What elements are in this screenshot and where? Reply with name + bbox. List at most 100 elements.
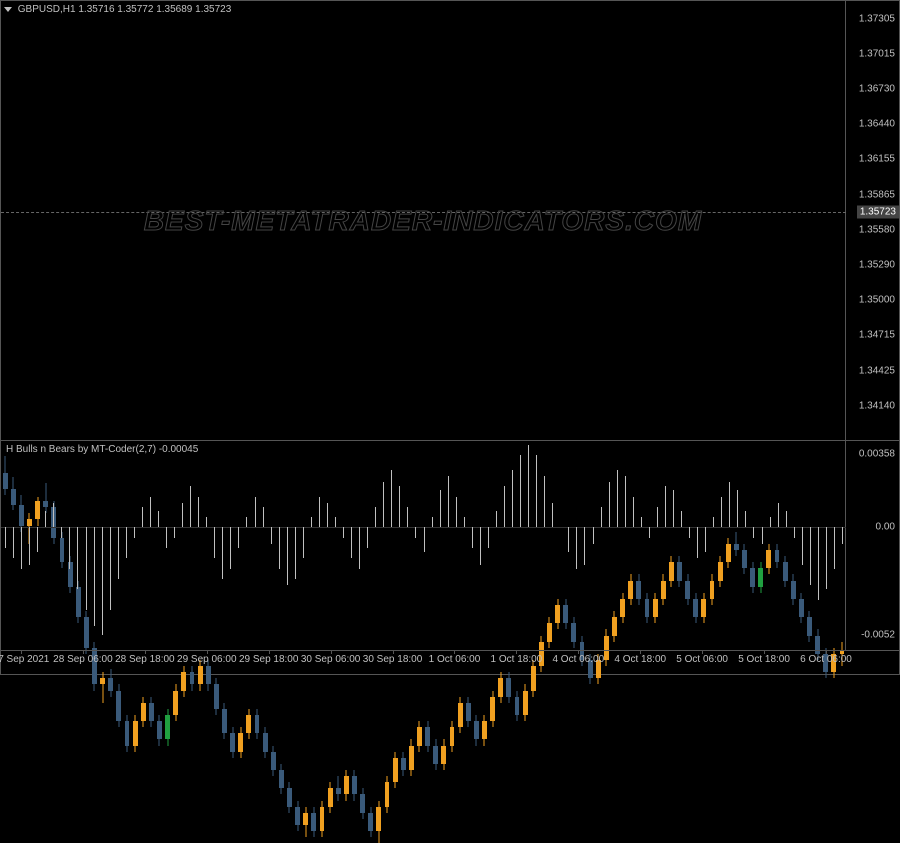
histogram-bar (174, 527, 175, 537)
indicator-scale[interactable]: 0.00358 0.00 -0.0052 (845, 441, 899, 651)
time-tick: 5 Oct 06:00 (676, 654, 728, 665)
histogram-bar (335, 517, 336, 527)
histogram-bar (456, 497, 457, 528)
time-scale[interactable]: 27 Sep 202128 Sep 06:0028 Sep 18:0029 Se… (1, 650, 900, 674)
histogram-bar (359, 527, 360, 568)
histogram-bar (488, 527, 489, 548)
histogram-bar (158, 511, 159, 527)
histogram-bar (415, 527, 416, 537)
histogram-bar (737, 490, 738, 527)
histogram-bar (391, 470, 392, 528)
histogram-bar (528, 445, 529, 527)
histogram-bar (399, 486, 400, 527)
current-price-line (1, 212, 846, 213)
histogram-bar (657, 507, 658, 528)
histogram-bar (37, 527, 38, 552)
price-chart[interactable]: GBPUSD,H1 1.35716 1.35772 1.35689 1.3572… (1, 1, 846, 441)
histogram-bar (77, 527, 78, 589)
histogram-bar (407, 507, 408, 528)
histogram-bar (134, 527, 135, 537)
histogram-bar (705, 527, 706, 552)
histogram-bar (786, 511, 787, 527)
time-tick: 28 Sep 18:00 (115, 654, 175, 665)
histogram-bar (142, 507, 143, 528)
histogram-bar (279, 527, 280, 568)
histogram-bar (424, 527, 425, 552)
histogram-bar (810, 527, 811, 585)
histogram-bar (448, 476, 449, 527)
histogram-bar (45, 511, 46, 527)
histogram-bar (520, 455, 521, 527)
histogram-bar (230, 527, 231, 568)
histogram-bar (69, 527, 70, 568)
histogram-bar (842, 527, 843, 543)
histogram-bar (576, 527, 577, 568)
histogram-bar (697, 527, 698, 558)
histogram-bar (681, 511, 682, 527)
histogram-bar (29, 527, 30, 564)
histogram-bar (255, 497, 256, 528)
histogram-bar (150, 497, 151, 528)
histogram-bar (13, 527, 14, 558)
watermark: BEST-METATRADER-INDICATORS.COM (144, 205, 702, 237)
histogram-bar (246, 517, 247, 527)
histogram-bar (375, 507, 376, 528)
histogram-bar (319, 497, 320, 528)
histogram-bar (440, 490, 441, 527)
histogram-bar (633, 497, 634, 528)
histogram-bar (665, 486, 666, 527)
time-tick: 28 Sep 06:00 (53, 654, 113, 665)
price-tick: 1.35290 (859, 260, 895, 271)
indicator-tick: 0.00 (876, 522, 895, 533)
histogram-bar (512, 470, 513, 528)
indicator-tick: 0.00358 (859, 448, 895, 459)
current-price-label: 1.35723 (857, 206, 899, 219)
histogram-bar (166, 527, 167, 548)
histogram-bar (729, 482, 730, 527)
histogram-bar (617, 470, 618, 528)
histogram-bar (713, 517, 714, 527)
histogram-bar (311, 517, 312, 527)
histogram-bar (794, 527, 795, 537)
histogram-bar (238, 527, 239, 548)
histogram-bar (432, 517, 433, 527)
histogram-bar (303, 527, 304, 558)
histogram-bar (753, 527, 754, 537)
histogram-bar (118, 527, 119, 578)
histogram-bar (102, 527, 103, 634)
histogram-bar (834, 527, 835, 568)
histogram-bar (263, 507, 264, 528)
ohlc-label: 1.35716 1.35772 1.35689 1.35723 (78, 4, 231, 15)
histogram-bar (327, 503, 328, 528)
price-tick: 1.34140 (859, 400, 895, 411)
time-tick: 30 Sep 18:00 (363, 654, 423, 665)
time-tick: 30 Sep 06:00 (301, 654, 361, 665)
histogram-bar (544, 476, 545, 527)
price-tick: 1.35865 (859, 189, 895, 200)
time-tick: 6 Oct 06:00 (800, 654, 852, 665)
histogram-bar (5, 527, 6, 548)
price-scale[interactable]: 1.373051.370151.367301.364401.361551.358… (845, 1, 899, 441)
histogram-bar (504, 486, 505, 527)
indicator-chart[interactable]: H Bulls n Bears by MT-Coder(2,7) -0.0004… (1, 441, 846, 651)
histogram-bar (625, 476, 626, 527)
histogram-bar (21, 527, 22, 568)
histogram-bar (584, 527, 585, 564)
histogram-bar (367, 527, 368, 548)
histogram-bar (496, 511, 497, 527)
histogram-bar (673, 490, 674, 527)
price-tick: 1.34715 (859, 330, 895, 341)
time-tick: 1 Oct 06:00 (429, 654, 481, 665)
time-tick: 29 Sep 18:00 (239, 654, 299, 665)
time-tick: 5 Oct 18:00 (738, 654, 790, 665)
dropdown-icon[interactable] (4, 7, 12, 12)
histogram-bar (351, 527, 352, 558)
price-tick: 1.36440 (859, 119, 895, 130)
indicator-tick: -0.0052 (861, 629, 895, 640)
histogram-bar (536, 455, 537, 527)
histogram-bar (94, 527, 95, 626)
price-tick: 1.37015 (859, 49, 895, 60)
price-tick: 1.36730 (859, 84, 895, 95)
histogram-bar (480, 527, 481, 564)
time-tick: 29 Sep 06:00 (177, 654, 237, 665)
